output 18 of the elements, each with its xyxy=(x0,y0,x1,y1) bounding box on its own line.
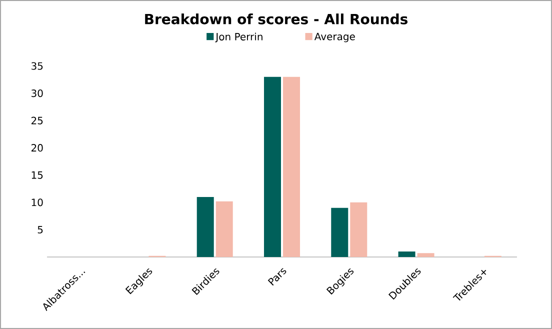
bar xyxy=(216,201,233,257)
chart-title: Breakdown of scores - All Rounds xyxy=(145,14,408,24)
bar xyxy=(264,76,281,257)
bar xyxy=(398,252,416,257)
y-tick-label: 35 xyxy=(32,62,43,70)
bar xyxy=(417,253,434,257)
y-tick-label: 30 xyxy=(32,89,43,98)
bar xyxy=(196,196,214,257)
y-tick-label: 10 xyxy=(32,198,43,206)
y-tick-label: 15 xyxy=(32,171,43,179)
y-tick-label: 25 xyxy=(31,116,43,124)
bar xyxy=(331,208,348,257)
bar xyxy=(350,202,368,257)
y-tick-label: 5 xyxy=(38,226,43,234)
bar xyxy=(282,76,300,257)
legend-label: Jon Perrin xyxy=(215,32,262,42)
legend-label: Average xyxy=(314,32,355,42)
y-tick-label: 20 xyxy=(31,144,43,152)
